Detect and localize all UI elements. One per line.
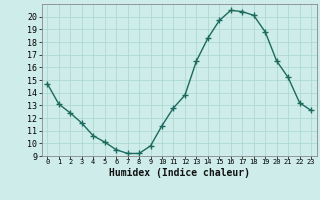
X-axis label: Humidex (Indice chaleur): Humidex (Indice chaleur) [109,168,250,178]
